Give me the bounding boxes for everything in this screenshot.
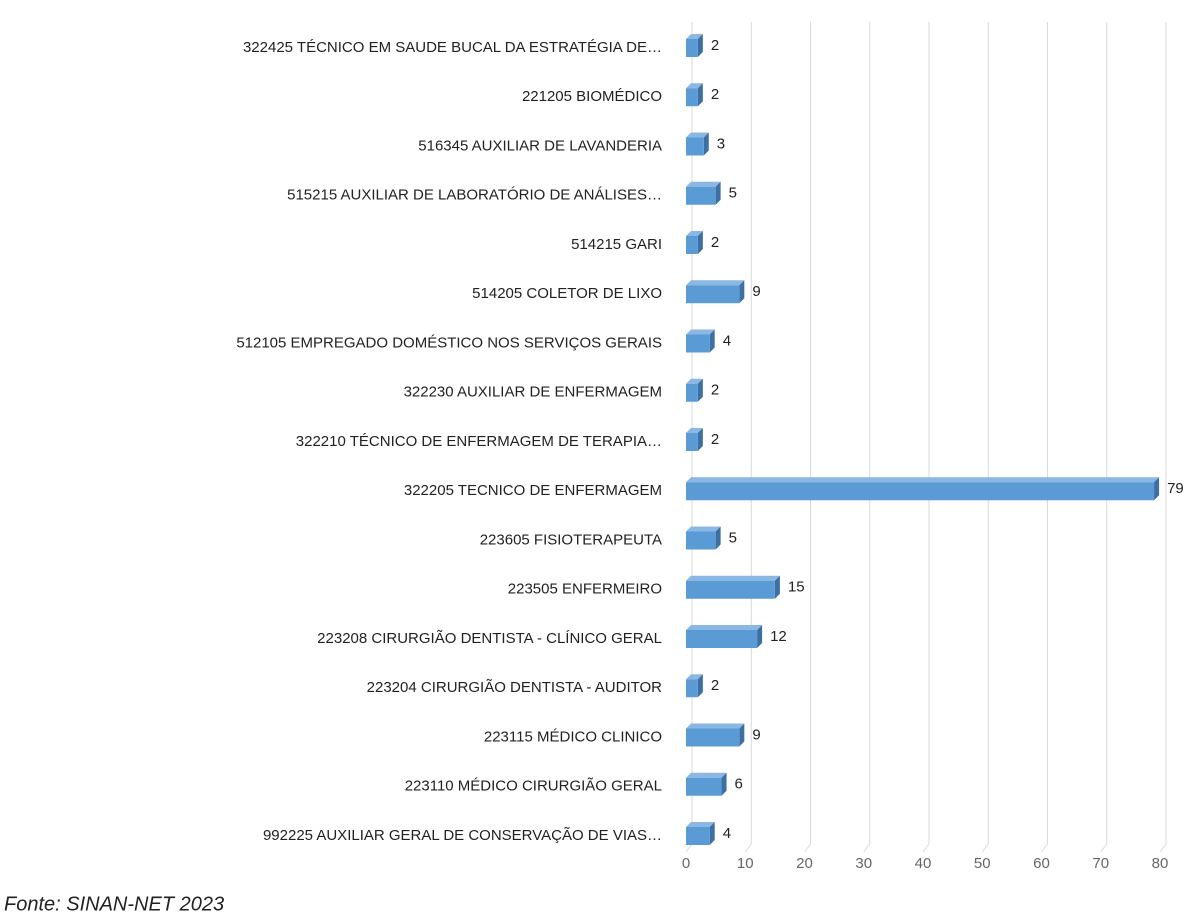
bar xyxy=(686,723,745,747)
x-tick-label: 40 xyxy=(915,855,932,872)
bar xyxy=(686,526,721,550)
y-tick-label: 322210 TÉCNICO DE ENFERMAGEM DE TERAPIA… xyxy=(296,433,662,450)
bar xyxy=(686,181,721,205)
value-label: 3 xyxy=(717,135,725,152)
value-label: 9 xyxy=(752,283,760,300)
value-label: 5 xyxy=(729,529,737,546)
value-label: 2 xyxy=(711,234,719,251)
y-tick-label: 516345 AUXILIAR DE LAVANDERIA xyxy=(418,137,662,154)
bar xyxy=(686,329,715,353)
x-tick-label: 70 xyxy=(1092,855,1109,872)
bar xyxy=(686,625,763,648)
bar xyxy=(686,674,703,698)
x-tick-label: 80 xyxy=(1152,855,1169,872)
value-label: 2 xyxy=(711,382,719,399)
bar xyxy=(686,34,703,57)
value-label: 15 xyxy=(788,579,805,596)
bar xyxy=(686,428,703,451)
y-tick-label: 322205 TECNICO DE ENFERMAGEM xyxy=(404,482,662,499)
value-label: 2 xyxy=(711,431,719,448)
grid-line-floor xyxy=(1159,843,1167,853)
value-label: 12 xyxy=(770,628,787,645)
grid-line-floor xyxy=(863,843,871,853)
x-tick-label: 0 xyxy=(682,855,690,872)
y-tick-label: 223110 MÉDICO CIRURGIÃO GERAL xyxy=(405,778,662,795)
x-tick-label: 10 xyxy=(737,855,754,872)
y-tick-label: 223204 CIRURGIÃO DENTISTA - AUDITOR xyxy=(367,679,663,696)
grid-line-floor xyxy=(744,843,752,853)
bar xyxy=(686,477,1160,501)
grid-line-floor xyxy=(685,843,693,853)
grid-line-floor xyxy=(1100,843,1108,853)
bar xyxy=(686,772,727,796)
value-label: 2 xyxy=(711,37,719,54)
y-tick-label: 322425 TÉCNICO EM SAUDE BUCAL DA ESTRATÉ… xyxy=(243,39,662,56)
bar xyxy=(686,575,780,599)
grid-line-floor xyxy=(922,843,930,853)
x-tick-label: 50 xyxy=(974,855,991,872)
bar xyxy=(686,231,703,254)
value-label: 79 xyxy=(1167,480,1184,497)
y-tick-label: 221205 BIOMÉDICO xyxy=(522,88,662,105)
value-label: 4 xyxy=(723,825,731,842)
y-tick-label: 223115 MÉDICO CLINICO xyxy=(484,728,662,745)
x-tick-label: 20 xyxy=(796,855,813,872)
y-tick-label: 512105 EMPREGADO DOMÉSTICO NOS SERVIÇOS … xyxy=(236,334,662,351)
value-label: 2 xyxy=(711,86,719,103)
value-label: 9 xyxy=(752,726,760,743)
y-tick-label: 223605 FISIOTERAPEUTA xyxy=(480,531,662,548)
grid-line-floor xyxy=(981,843,989,853)
source-note: Fonte: SINAN-NET 2023 xyxy=(4,893,224,915)
bar xyxy=(686,83,703,107)
y-tick-label: 992225 AUXILIAR GERAL DE CONSERVAÇÃO DE … xyxy=(263,827,662,844)
y-tick-label: 515215 AUXILIAR DE LABORATÓRIO DE ANÁLIS… xyxy=(287,187,662,204)
grid-line-floor xyxy=(804,843,811,853)
y-tick-label: 322230 AUXILIAR DE ENFERMAGEM xyxy=(404,384,662,401)
value-label: 2 xyxy=(711,677,719,694)
x-tick-label: 30 xyxy=(855,855,872,872)
y-tick-label: 514205 COLETOR DE LIXO xyxy=(472,285,662,302)
value-label: 5 xyxy=(729,185,737,202)
bar xyxy=(686,822,715,845)
grid-line-floor xyxy=(1041,843,1048,853)
x-tick-label: 60 xyxy=(1033,855,1050,872)
bar xyxy=(686,378,703,402)
y-tick-label: 223208 CIRURGIÃO DENTISTA - CLÍNICO GERA… xyxy=(317,630,662,647)
value-label: 4 xyxy=(723,332,731,349)
y-tick-label: 223505 ENFERMEIRO xyxy=(508,581,662,598)
bar xyxy=(686,280,745,304)
value-label: 6 xyxy=(735,776,743,793)
y-tick-label: 514215 GARI xyxy=(571,236,662,253)
bar xyxy=(686,132,709,156)
